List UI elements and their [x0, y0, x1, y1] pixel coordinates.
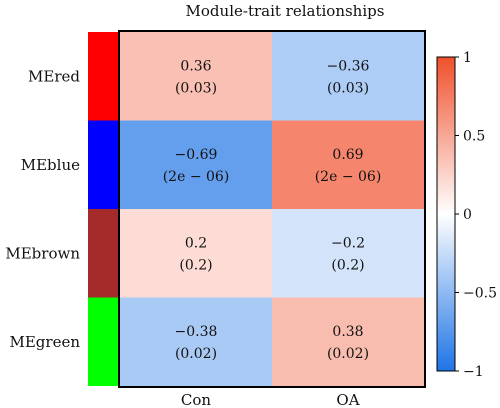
- chart-title: Module-trait relationships: [186, 2, 385, 20]
- cell-pvalue-label: (0.03): [327, 80, 369, 96]
- module-color-bar-meblue: [88, 120, 118, 209]
- color-scale-bar: [436, 56, 456, 372]
- heatmap-cell: [120, 209, 272, 298]
- heatmap-cell: [272, 209, 424, 298]
- color-scale-tick-label: −1: [463, 364, 484, 380]
- cell-pvalue-label: (0.2): [179, 257, 212, 273]
- cell-pvalue-label: (0.02): [175, 346, 217, 362]
- column-label-con: Con: [181, 391, 212, 408]
- heatmap-cell: [120, 120, 272, 209]
- heatmap-frame: [118, 30, 426, 388]
- heatmap-cell: [272, 120, 424, 209]
- cell-correlation-label: −0.2: [331, 235, 365, 251]
- heatmap-cell: [120, 32, 272, 121]
- cell-correlation-label: −0.36: [327, 58, 370, 74]
- cell-pvalue-label: (0.03): [175, 80, 217, 96]
- column-labels: Con OA: [181, 391, 360, 408]
- heatmap-cell: [272, 32, 424, 121]
- row-label-mered: MEred: [28, 67, 80, 85]
- row-label-mebrown: MEbrown: [5, 244, 80, 262]
- cell-correlation-label: −0.38: [175, 324, 218, 340]
- module-color-bar-mebrown: [88, 209, 118, 298]
- cell-pvalue-label: (2e − 06): [315, 169, 382, 185]
- heatmap-cells: 0.36 (0.03) −0.36 (0.03) −0.69 (2e − 06) 0.69 (…: [120, 32, 424, 386]
- cell-pvalue-label: (0.02): [327, 346, 369, 362]
- row-labels: MEred MEblue MEbrown MEgreen: [5, 67, 80, 351]
- cell-correlation-label: 0.38: [332, 324, 363, 340]
- color-scale-tick-label: 0: [463, 207, 472, 223]
- color-scale-legend: 1 0.5 0 −0.5 −1: [436, 50, 497, 380]
- color-scale-tick-label: 0.5: [463, 129, 485, 145]
- heatmap-cell: [272, 297, 424, 386]
- module-color-bars: [88, 32, 118, 386]
- cell-correlation-label: 0.69: [332, 147, 363, 163]
- heatmap-cell: [120, 297, 272, 386]
- cell-correlation-label: 0.36: [180, 58, 211, 74]
- row-label-megreen: MEgreen: [10, 333, 81, 351]
- row-label-meblue: MEblue: [21, 156, 80, 174]
- column-label-oa: OA: [336, 391, 359, 408]
- module-color-bar-megreen: [88, 297, 118, 386]
- cell-pvalue-label: (0.2): [331, 257, 364, 273]
- cell-pvalue-label: (2e − 06): [163, 169, 230, 185]
- color-scale-tick-label: 1: [463, 50, 472, 66]
- cell-correlation-label: −0.69: [175, 147, 218, 163]
- module-color-bar-mered: [88, 32, 118, 121]
- cell-correlation-label: 0.2: [185, 235, 207, 251]
- color-scale-tick-label: −0.5: [463, 286, 497, 302]
